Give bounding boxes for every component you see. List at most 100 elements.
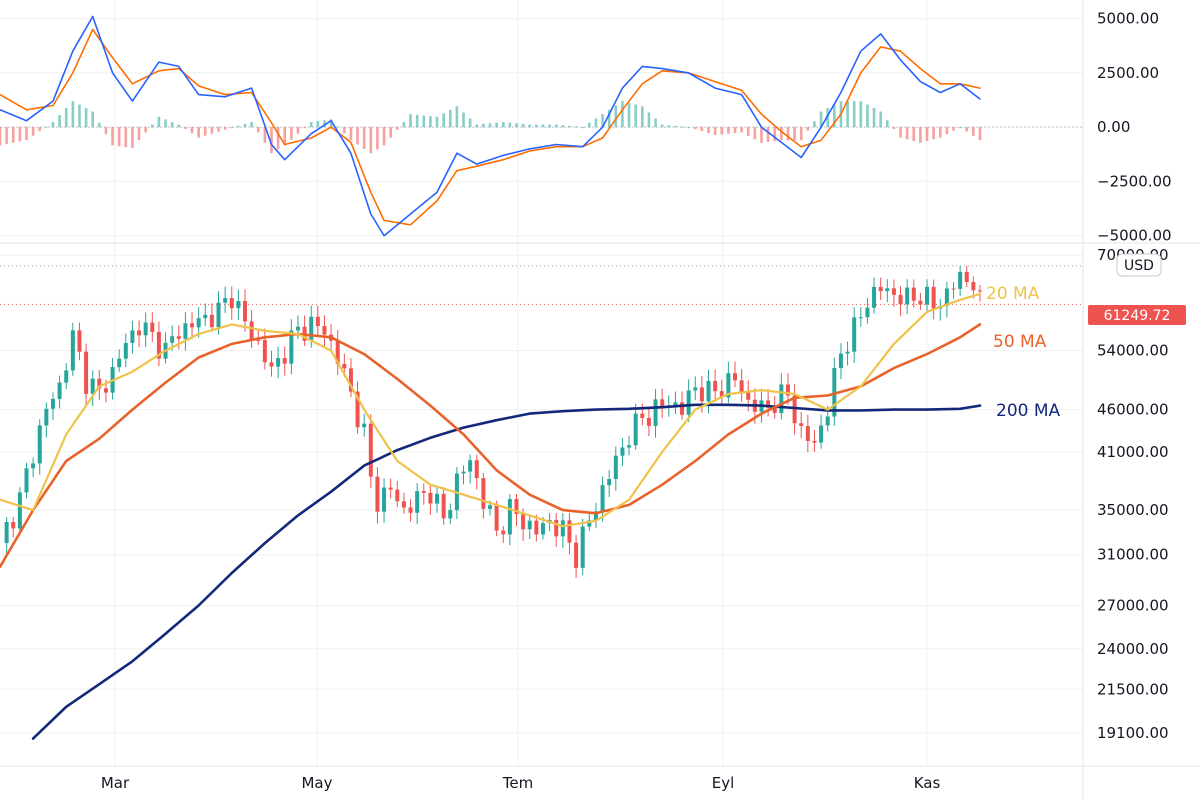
candle-body <box>309 316 314 341</box>
macd-histogram-bar <box>501 121 505 128</box>
macd-histogram-bar <box>859 101 863 128</box>
current-price-value: 61249.72 <box>1104 308 1171 324</box>
macd-histogram-bar <box>640 106 644 128</box>
candle-body <box>978 290 982 292</box>
price-tick-label: 54000.00 <box>1097 342 1169 360</box>
macd-histogram-bar <box>819 111 823 128</box>
candle-body <box>441 493 446 519</box>
candle-body <box>858 317 863 319</box>
macd-histogram-bar <box>541 124 545 128</box>
macd-histogram-bar <box>170 121 174 128</box>
candle-body <box>554 519 559 537</box>
candle-body <box>117 358 122 368</box>
macd-histogram-bar <box>594 118 598 128</box>
macd-histogram-bar <box>217 127 220 132</box>
macd-histogram-bar <box>833 104 836 128</box>
current-price-badge <box>1088 305 1186 325</box>
macd-histogram-bar <box>958 127 962 129</box>
candle-body <box>812 440 817 443</box>
candle-body <box>103 388 108 393</box>
macd-histogram-bar <box>482 123 485 128</box>
candle-body <box>845 351 850 354</box>
macd-histogram-bar <box>25 127 28 141</box>
candle-body <box>223 298 228 303</box>
macd-tick-label: −5000.00 <box>1097 227 1172 245</box>
macd-histogram-bar <box>548 124 551 128</box>
macd-histogram-bar <box>574 126 578 128</box>
candle-body <box>474 460 479 479</box>
candle-body <box>593 511 598 521</box>
macd-histogram-bar <box>184 127 187 129</box>
candle-body <box>825 416 830 426</box>
candle-body <box>534 520 539 535</box>
candle-body <box>362 423 367 428</box>
price-tick-label: 31000.00 <box>1097 546 1169 564</box>
grid-layer <box>0 0 1083 765</box>
macd-histogram-bar <box>84 108 88 128</box>
macd-histogram-bar <box>64 108 68 128</box>
macd-histogram-bar <box>104 127 108 135</box>
candle-body <box>448 510 453 519</box>
currency-badge[interactable] <box>1116 253 1162 277</box>
candle-body <box>653 399 658 426</box>
candle-body <box>375 476 380 512</box>
candle-body <box>693 387 698 391</box>
candle-body <box>50 398 55 409</box>
macd-histogram-bar <box>727 127 730 134</box>
x-tick-label: Tem <box>502 774 533 792</box>
macd-histogram-bar <box>256 127 260 133</box>
x-tick-label: Kas <box>914 774 941 792</box>
candle-body <box>37 425 42 464</box>
candle-body <box>521 513 526 530</box>
candle-body <box>4 521 9 544</box>
macd-histogram-bar <box>409 114 412 128</box>
candle-body <box>156 331 161 359</box>
macd-histogram-bar <box>634 104 637 128</box>
macd-histogram-bar <box>495 122 498 128</box>
macd-histogram-bar <box>435 116 439 128</box>
macd-histogram-bar <box>687 127 690 129</box>
candle-body <box>481 478 486 509</box>
macd-histogram-bar <box>773 127 777 142</box>
candle-body <box>706 380 711 402</box>
macd-signal-line <box>0 28 981 226</box>
candle-body <box>746 392 751 400</box>
macd-histogram-bar <box>111 127 114 146</box>
macd-histogram-bar <box>713 127 717 135</box>
macd-histogram-bar <box>38 127 42 132</box>
candle-body <box>57 382 62 399</box>
macd-histogram-bar <box>71 101 75 128</box>
macd-histogram-bar <box>601 114 604 128</box>
candle-body <box>805 426 810 441</box>
macd-histogram-bar <box>746 127 750 136</box>
candle-body <box>295 326 300 331</box>
macd-histogram-bar <box>614 105 618 128</box>
macd-histogram-bar <box>866 104 869 128</box>
macd-histogram-bar <box>31 127 35 136</box>
candle-body <box>931 286 936 309</box>
macd-histogram-bar <box>276 127 280 150</box>
candle-body <box>905 287 910 305</box>
macd-histogram-bar <box>250 121 253 128</box>
macd-histogram-bar <box>144 127 147 133</box>
macd-histogram-bar <box>475 124 479 128</box>
macd-histogram-bar <box>581 127 585 129</box>
candle-body <box>401 501 406 508</box>
macd-histogram-bar <box>197 127 200 138</box>
candle-body <box>236 301 241 309</box>
macd-histogram-bar <box>568 125 571 128</box>
macd-histogram-bar <box>376 127 379 150</box>
macd-histogram-bar <box>429 116 432 128</box>
macd-histogram-bar <box>780 127 783 141</box>
candle-body <box>130 330 135 343</box>
macd-histogram-bar <box>912 127 916 142</box>
macd-histogram-bar <box>607 109 611 128</box>
macd-histogram-bar <box>521 123 525 128</box>
macd-histogram-bar <box>806 127 810 131</box>
candle-body <box>891 288 896 295</box>
candle-body <box>600 485 605 512</box>
candle-body <box>587 520 592 527</box>
macd-histogram-bar <box>283 127 287 146</box>
macd-histogram-bar <box>415 114 419 128</box>
